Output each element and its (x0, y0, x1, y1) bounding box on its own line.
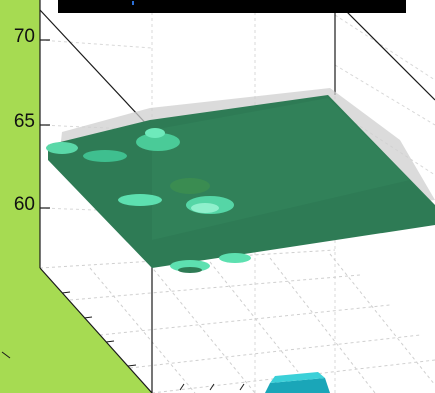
title-bar (58, 0, 406, 13)
z-ticks (40, 39, 50, 209)
surface-bumps (46, 128, 251, 273)
floor-ticks (61, 291, 245, 391)
z-tick-label-70: 70 (14, 26, 35, 47)
bottom-patch (265, 378, 330, 393)
z-tick-label-60: 60 (14, 194, 35, 215)
floor-grid (39, 249, 435, 393)
edge-tick (1, 351, 11, 359)
title-bar-marker (132, 1, 134, 5)
z-tick-label-65: 65 (14, 111, 35, 132)
bottom-patch-top (270, 372, 325, 383)
